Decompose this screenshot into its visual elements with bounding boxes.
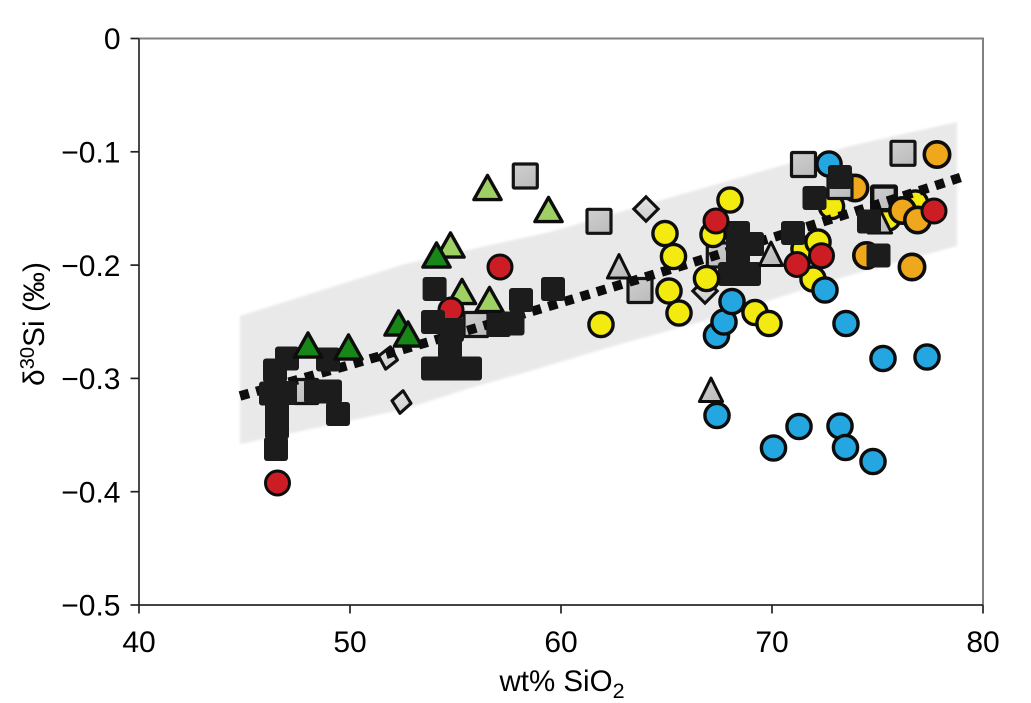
svg-text:80: 80 bbox=[966, 626, 999, 659]
svg-text:50: 50 bbox=[333, 626, 366, 659]
svg-text:70: 70 bbox=[755, 626, 788, 659]
svg-text:−0.4: −0.4 bbox=[61, 476, 120, 509]
svg-text:0: 0 bbox=[104, 23, 121, 56]
svg-text:−0.3: −0.3 bbox=[61, 363, 120, 396]
svg-text:wt% SiO2: wt% SiO2 bbox=[498, 665, 624, 703]
svg-text:δ30Si (‰): δ30Si (‰) bbox=[17, 262, 51, 386]
svg-text:60: 60 bbox=[544, 626, 577, 659]
svg-text:−0.2: −0.2 bbox=[61, 250, 120, 283]
svg-text:40: 40 bbox=[122, 626, 155, 659]
svg-text:−0.5: −0.5 bbox=[61, 590, 120, 623]
svg-text:−0.1: −0.1 bbox=[61, 137, 120, 170]
